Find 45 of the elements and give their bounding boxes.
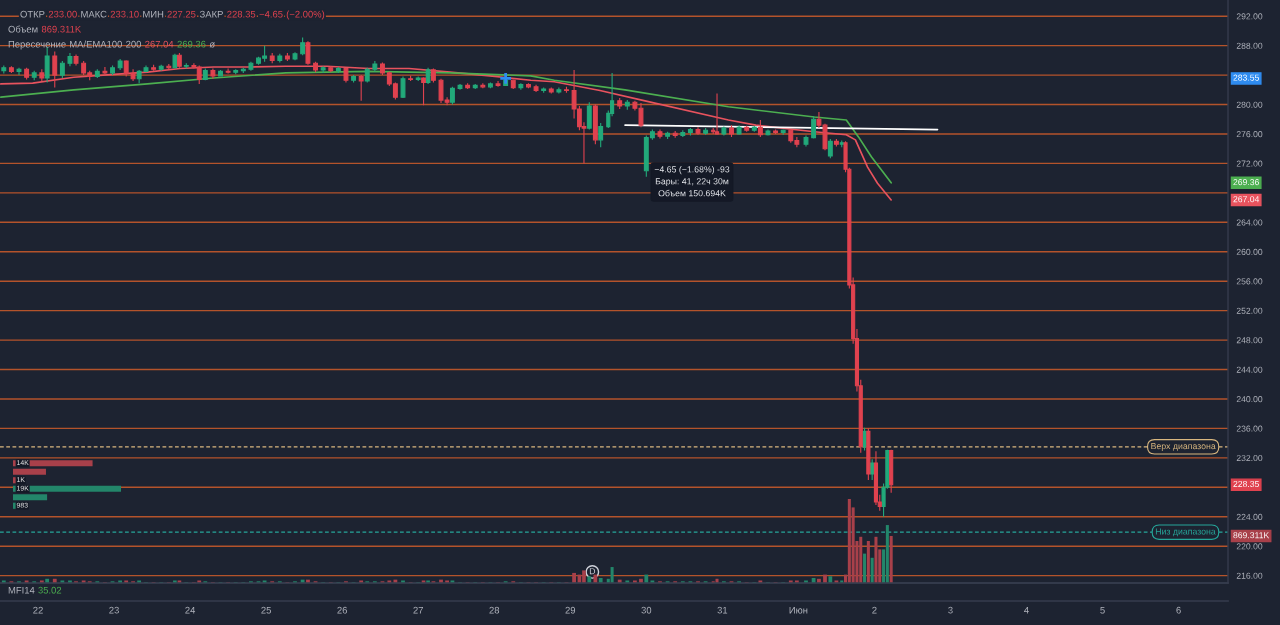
x-tick-label: 30	[641, 606, 652, 614]
y-tick-label: 288.00	[1236, 42, 1263, 49]
text: MFI14 35.02	[8, 586, 62, 594]
x-tick-label: 25	[261, 606, 271, 614]
y-tick-label: 240.00	[1236, 396, 1263, 403]
x-tick-label: 3	[948, 606, 953, 614]
x-tick-label: 28	[489, 606, 500, 614]
annotation: −4.65 (−1.68%) -93 Бары: 41, 22ч 30м Объем 150.694K	[654, 166, 730, 197]
ref-line-label: Верх диапазона	[1151, 443, 1216, 451]
x-tick-label: 29	[565, 606, 576, 614]
y-tick-label: 236.00	[1236, 425, 1263, 432]
x-tick-label: 6	[1176, 606, 1181, 614]
text: 869.311K	[1233, 532, 1270, 539]
y-tick-label: 248.00	[1236, 337, 1263, 344]
x-tick-label: 23	[109, 606, 119, 614]
x-tick-label: Июн	[789, 606, 808, 614]
x-tick-label: 4	[1024, 606, 1029, 614]
x-tick-label: 22	[33, 606, 43, 614]
x-tick-label: 31	[717, 606, 728, 614]
ref-line-label: Низ диапазона	[1155, 528, 1216, 537]
text: 283.55	[1233, 74, 1259, 81]
y-tick-label: 292.00	[1236, 13, 1263, 20]
y-tick-label: 232.00	[1236, 454, 1263, 462]
text: 267.04	[1233, 196, 1260, 203]
x-tick-label: 2	[872, 606, 877, 614]
y-tick-label: 252.00	[1236, 307, 1263, 314]
y-tick-label: 272.00	[1236, 160, 1263, 167]
data-label: D	[589, 568, 596, 575]
annotation: Объем 869.311K	[8, 25, 82, 33]
y-tick-label: 264.00	[1236, 219, 1263, 226]
text: 269.36	[1233, 179, 1259, 186]
y-tick-label: 276.00	[1236, 131, 1263, 138]
y-tick-label: 220.00	[1236, 543, 1263, 550]
x-tick-label: 5	[1100, 606, 1105, 614]
y-tick-label: 216.00	[1236, 572, 1263, 579]
x-tick-label: 27	[413, 606, 423, 614]
x-tick-label: 26	[337, 606, 348, 614]
y-tick-label: 260.00	[1236, 248, 1263, 255]
y-tick-label: 256.00	[1236, 278, 1263, 285]
y-tick-label: 224.00	[1236, 513, 1263, 520]
text: 228.35	[1233, 480, 1259, 488]
y-tick-label: 244.00	[1236, 366, 1263, 373]
x-tick-label: 24	[185, 606, 196, 614]
y-tick-label: 280.00	[1236, 101, 1263, 108]
annotation: 228.35	[227, 10, 256, 18]
